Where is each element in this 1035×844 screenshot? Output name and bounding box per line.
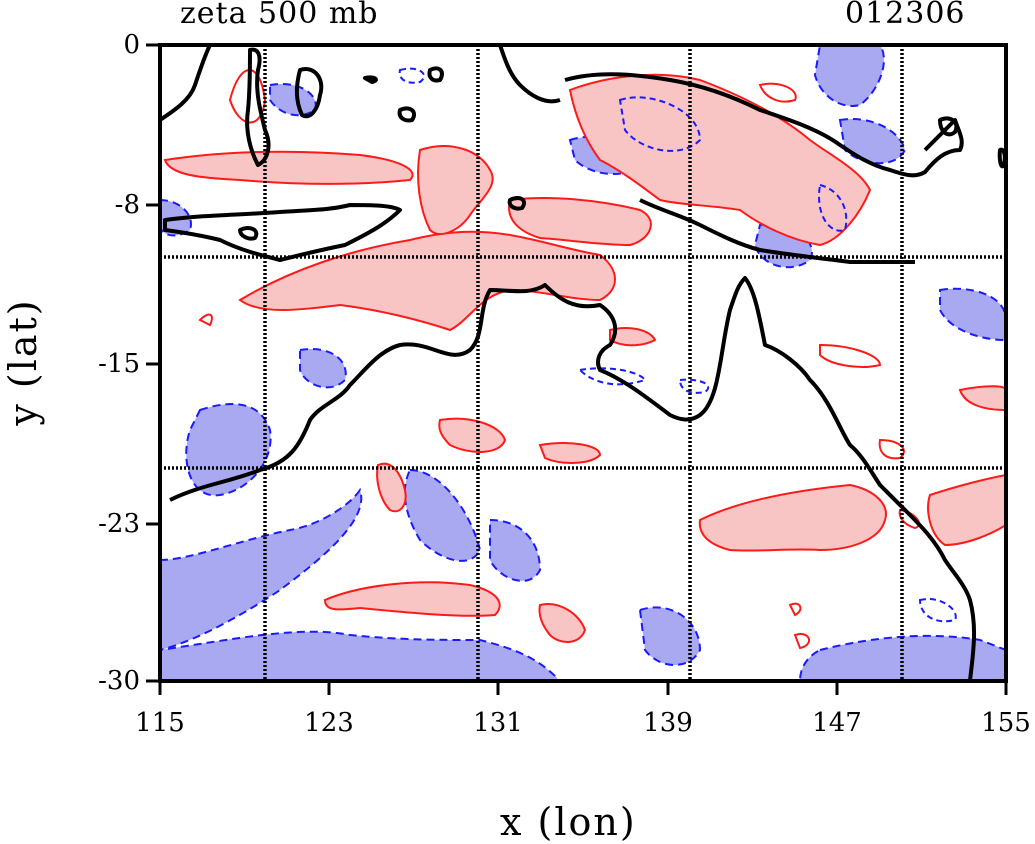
negative-region-south-central [489,518,542,582]
negative-region-southeast-2 [638,606,702,666]
sulawesi-island [245,47,271,167]
positive-region-north-band [163,150,414,185]
positive-region-west-vertical [376,462,407,513]
negative-contour [918,598,957,623]
x-tick-label: 139 [643,708,693,738]
x-axis-label: x (lon) [500,800,637,844]
grid-lines [160,45,1006,681]
negative-contour [398,67,425,84]
positive-contour [198,313,213,327]
positive-vorticity-regions [163,73,1006,643]
australia-coastline [169,276,977,681]
positive-region-south-band [323,581,501,617]
y-tick-label: -15 [98,349,140,379]
small-island [397,106,417,123]
negative-region-south-band [160,630,562,681]
negative-region-northeast [813,45,885,107]
negative-contour [618,96,702,152]
negative-region-far-east [939,287,1006,342]
axis-ticks [146,43,1008,695]
y-tick-label: -30 [98,666,140,696]
positive-region-far-southeast [927,473,1006,547]
positive-region-south-east [538,603,587,643]
small-island [363,75,378,84]
negative-contour [678,378,710,394]
positive-region-south-small [538,442,602,464]
positive-contour [819,343,882,368]
x-tick-label: 123 [304,708,354,738]
x-tick-label: 131 [473,708,523,738]
positive-region-small-mid [438,417,507,453]
central-island [507,196,527,211]
positive-region-mid [508,197,652,247]
new-guinea-coastline [564,72,964,178]
north-coast-fragment [498,45,561,104]
x-tick-label: 115 [135,708,185,738]
positive-contour [758,82,797,103]
timor-island [163,203,402,262]
negative-region-coast-west [299,348,347,389]
positive-contour [788,602,802,617]
positive-contour [878,438,905,460]
negative-region-central-south [403,468,482,562]
small-island [427,66,444,83]
negative-contour [577,367,647,386]
x-tick-label: 155 [981,708,1031,738]
maluku-island [294,67,324,119]
west-coast-fragment [160,45,212,122]
y-tick-label: -8 [114,190,140,220]
x-tick-label: 147 [812,708,862,738]
negative-contour [818,183,848,232]
y-tick-label: -23 [98,509,140,539]
timor-small [238,226,259,241]
positive-region-east-mid [958,385,1006,412]
negative-vorticity-regions [160,45,1006,681]
y-axis-label: y (lat) [1,298,45,426]
positive-region-upper-east [568,73,872,247]
map-timestamp: 012306 [845,0,966,31]
positive-region-north-central [417,145,494,235]
positive-contour [228,69,267,124]
positive-region-southeast-band [698,483,887,552]
positive-region-east-north [609,327,657,347]
negative-region-northwest [269,83,317,117]
coastlines [160,45,1006,681]
map-title: zeta 500 mb [180,0,379,31]
negative-region-southwest [160,487,363,652]
y-tick-label: 0 [123,30,140,60]
new-guinea-south-coast [639,198,915,265]
positive-contour [793,633,810,650]
east-island [938,116,959,137]
